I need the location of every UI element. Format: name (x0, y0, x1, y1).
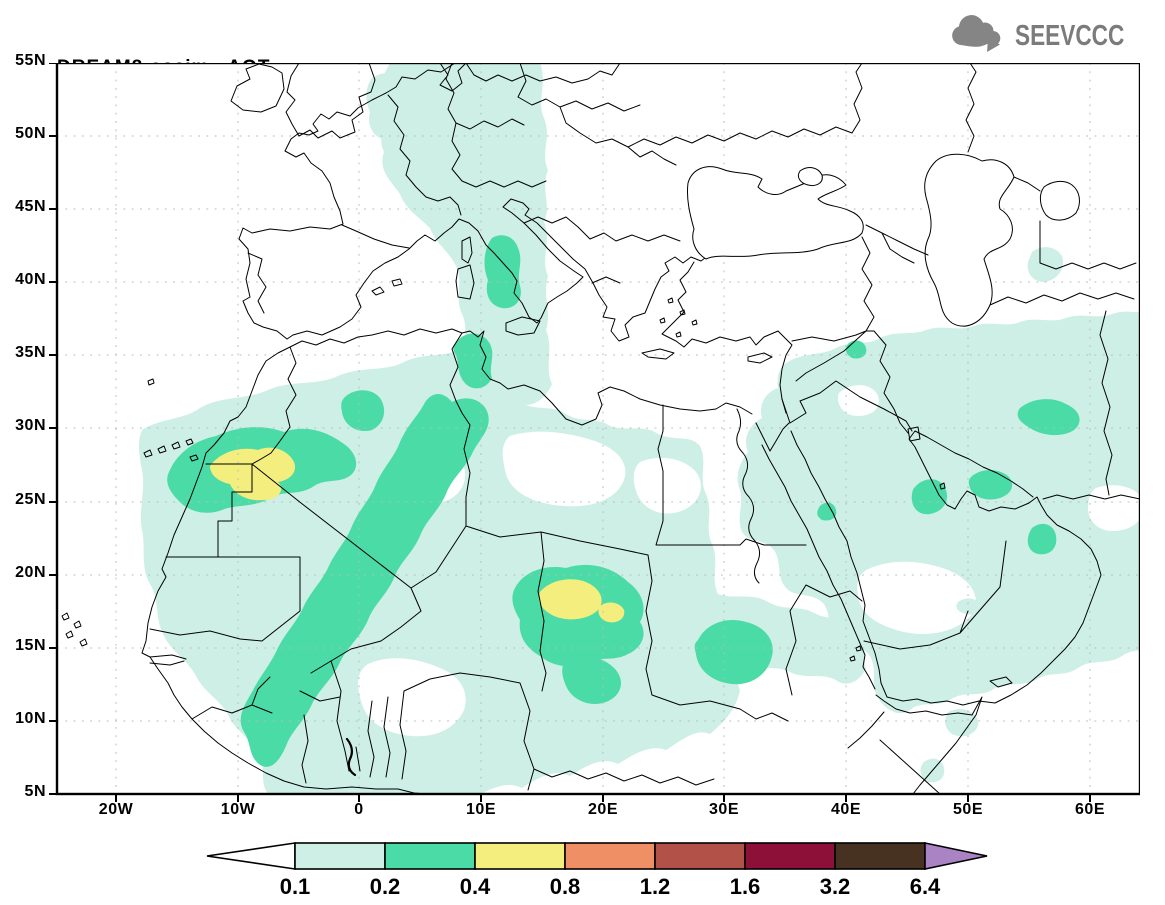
colorbar-value: 6.4 (910, 874, 941, 899)
colorbar-arrow-above (924, 842, 988, 870)
lat-label: 5N (24, 783, 46, 800)
lat-label: 35N (15, 344, 46, 361)
colorbar-value: 0.2 (370, 874, 401, 899)
lat-label: 25N (15, 491, 46, 508)
lon-label: 10W (220, 801, 256, 818)
colorbar-segment (654, 842, 746, 870)
colorbar-segment (474, 842, 566, 870)
lon-label: 60E (1075, 801, 1105, 818)
lon-label: 20E (588, 801, 618, 818)
colorbar: 0.1 0.2 0.4 0.8 1.2 1.6 3.2 6.4 (205, 840, 1005, 902)
lon-label: 40E (831, 801, 861, 818)
lat-label: 45N (15, 198, 46, 215)
lat-label: 10N (15, 710, 46, 727)
colorbar-segment (834, 842, 926, 870)
lat-label: 15N (15, 637, 46, 654)
seevccc-logo: SEEVCCC (945, 14, 1155, 58)
colorbar-value: 0.1 (280, 874, 311, 899)
graticule (57, 63, 1140, 794)
colorbar-value: 1.6 (730, 874, 761, 899)
lon-label: 20W (98, 801, 134, 818)
colorbar-segment (564, 842, 656, 870)
colorbar-value: 0.4 (460, 874, 491, 899)
aot-fill-level3 (210, 447, 625, 623)
coastlines (61, 63, 1140, 795)
map-plot (47, 63, 1140, 805)
colorbar-segment (744, 842, 836, 870)
colorbar-value: 3.2 (820, 874, 851, 899)
lat-label: 30N (15, 417, 46, 434)
lat-label: 50N (15, 125, 46, 142)
colorbar-svg: 0.1 0.2 0.4 0.8 1.2 1.6 3.2 6.4 (206, 842, 988, 899)
colorbar-segment (384, 842, 476, 870)
lon-label: 30E (709, 801, 739, 818)
lat-label: 55N (15, 52, 46, 69)
axis-ticks (49, 63, 1091, 802)
lon-label: 0 (354, 801, 364, 818)
colorbar-segment (294, 842, 386, 870)
map-svg (49, 63, 1140, 802)
logo-text: SEEVCCC (1014, 19, 1125, 52)
lat-label: 40N (15, 271, 46, 288)
colorbar-value: 1.2 (640, 874, 671, 899)
colorbar-arrow-below (206, 842, 296, 870)
lat-label: 20N (15, 564, 46, 581)
cloud-arrow-icon (945, 14, 1011, 58)
lon-label: 50E (953, 801, 983, 818)
colorbar-value: 0.8 (550, 874, 581, 899)
lon-label: 10E (466, 801, 496, 818)
